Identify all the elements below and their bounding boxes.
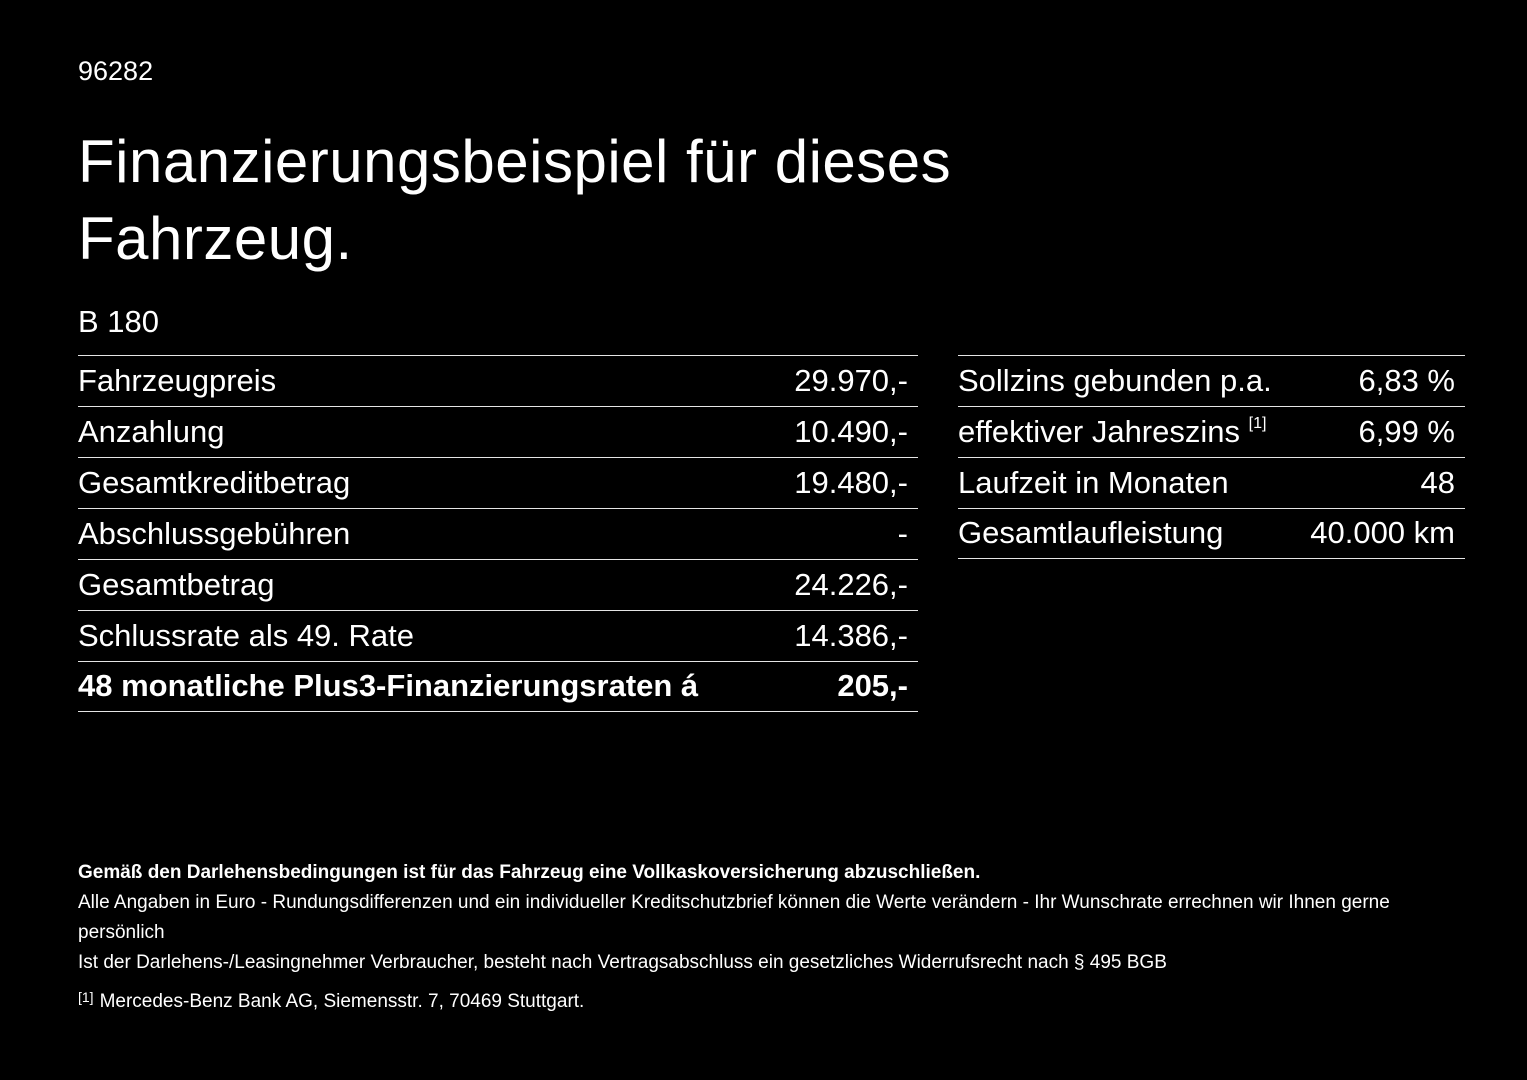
row-gesamtkreditbetrag: Gesamtkreditbetrag 19.480,- <box>78 456 918 508</box>
row-value: 10.490,- <box>794 413 908 449</box>
insurance-note: Gemäß den Darlehensbedingungen ist für d… <box>78 861 981 883</box>
row-label: Gesamtkreditbetrag <box>78 464 351 500</box>
row-abschlussgebuehren: Abschlussgebühren - <box>78 507 918 559</box>
row-laufzeit: Laufzeit in Monaten 48 <box>958 456 1465 508</box>
footer-notes: Gemäß den Darlehensbedingungen ist für d… <box>78 858 1465 1017</box>
row-label: Gesamtbetrag <box>78 566 275 602</box>
footnote-ref: [1] <box>1248 413 1267 432</box>
row-label: effektiver Jahreszins [1] <box>958 414 1267 450</box>
row-label: Fahrzeugpreis <box>78 362 277 398</box>
row-value: 14.386,- <box>794 617 908 653</box>
footnote-marker: [1] <box>78 988 94 1005</box>
vehicle-model: B 180 <box>78 303 160 339</box>
withdrawal-right-note: Ist der Darlehens-/Leasingnehmer Verbrau… <box>78 951 1167 973</box>
page-title: Finanzierungsbeispiel für dieses Fahrzeug… <box>78 123 1465 277</box>
doc-number: 96282 <box>78 56 154 86</box>
row-value: 6,99 % <box>1358 413 1455 449</box>
row-value: 40.000 km <box>1310 515 1455 551</box>
row-label-text: effektiver Jahreszins <box>958 413 1240 449</box>
financing-conditions-table: Sollzins gebunden p.a. 6,83 % effektiver… <box>958 354 1465 559</box>
financing-tables: Fahrzeugpreis 29.970,- Anzahlung 10.490,… <box>78 354 1465 712</box>
row-value: 48 <box>1420 464 1455 500</box>
footnote-text: Mercedes-Benz Bank AG, Siemensstr. 7, 70… <box>99 990 585 1012</box>
row-label: 48 monatliche Plus3-Finanzierungsraten á <box>78 668 699 704</box>
row-gesamtlaufleistung: Gesamtlaufleistung 40.000 km <box>958 507 1465 559</box>
row-value: 19.480,- <box>794 464 908 500</box>
row-value: 6,83 % <box>1358 362 1455 398</box>
row-label: Sollzins gebunden p.a. <box>958 362 1272 398</box>
financing-amounts-table: Fahrzeugpreis 29.970,- Anzahlung 10.490,… <box>78 354 918 712</box>
page-title-line2: Fahrzeug. <box>78 204 353 272</box>
row-label: Anzahlung <box>78 413 225 449</box>
row-value: 205,- <box>837 668 908 704</box>
row-value: 29.970,- <box>794 362 908 398</box>
row-fahrzeugpreis: Fahrzeugpreis 29.970,- <box>78 354 918 406</box>
row-label: Schlussrate als 49. Rate <box>78 617 415 653</box>
row-monatsrate: 48 monatliche Plus3-Finanzierungsraten á… <box>78 660 918 712</box>
page-title-line1: Finanzierungsbeispiel für dieses <box>78 127 952 195</box>
row-label: Laufzeit in Monaten <box>958 464 1229 500</box>
row-schlussrate: Schlussrate als 49. Rate 14.386,- <box>78 609 918 661</box>
row-sollzins: Sollzins gebunden p.a. 6,83 % <box>958 354 1465 406</box>
row-anzahlung: Anzahlung 10.490,- <box>78 405 918 457</box>
row-gesamtbetrag: Gesamtbetrag 24.226,- <box>78 558 918 610</box>
row-label: Gesamtlaufleistung <box>958 515 1224 551</box>
bank-footnote: [1] Mercedes-Benz Bank AG, Siemensstr. 7,… <box>78 982 1465 1017</box>
row-label: Abschlussgebühren <box>78 515 351 551</box>
euro-rounding-note: Alle Angaben in Euro - Rundungsdifferenz… <box>78 891 1390 943</box>
row-value: 24.226,- <box>794 566 908 602</box>
row-effektiver-jahreszins: effektiver Jahreszins [1] 6,99 % <box>958 405 1465 457</box>
row-value: - <box>897 515 908 551</box>
